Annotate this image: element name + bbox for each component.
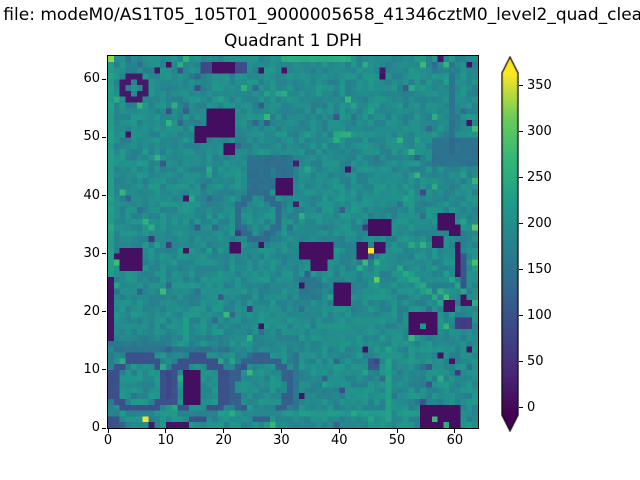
y-axis-tick-label: 10 [83,361,100,377]
x-axis-tick-mark [338,429,340,433]
colorbar-tick-mark [519,407,523,409]
colorbar-tick-label: 50 [527,353,544,369]
y-axis-tick-mark [102,253,106,255]
x-axis-tick-mark [396,429,398,433]
y-axis-tick-mark [102,311,106,313]
figure-suptitle: n file: modeM0/AS1T05_105T01_9000005658_… [0,5,640,25]
y-axis-tick-mark [102,369,106,371]
x-axis-tick-mark [165,429,167,433]
y-axis-tick-label: 50 [83,129,100,145]
y-axis-tick-label: 0 [91,420,100,435]
colorbar-tick-label: 150 [527,261,552,277]
axes-border [107,55,479,429]
colorbar-tick-label: 350 [527,77,552,93]
colorbar-tick-mark [519,315,523,317]
colorbar-tick-mark [519,361,523,363]
y-axis-tick-mark [102,136,106,138]
colorbar-tick-label: 200 [527,215,552,231]
colorbar-tick-label: 100 [527,307,552,323]
colorbar-tick-label: 250 [527,169,552,185]
y-axis-tick-mark [102,427,106,429]
colorbar-tick-label: 0 [527,399,536,415]
x-axis-tick-label: 0 [103,433,113,448]
y-axis-tick-label: 60 [83,71,100,87]
x-axis-tick-label: 40 [330,433,348,448]
colorbar-tick-mark [519,223,523,225]
y-axis-tick-label: 40 [83,187,100,203]
plot-title: Quadrant 1 DPH [224,31,362,51]
y-axis-tick-mark [102,78,106,80]
x-axis-tick-mark [107,429,109,433]
y-axis-tick-mark [102,195,106,196]
x-axis-tick-label: 50 [388,433,406,448]
colorbar-tick-mark [519,131,523,133]
x-axis-tick-label: 60 [446,433,464,448]
x-axis-tick-label: 30 [273,433,290,448]
x-axis-tick-mark [280,429,282,433]
x-axis-tick-mark [223,429,225,433]
x-axis-tick-label: 10 [157,433,175,448]
y-axis-tick-label: 20 [83,303,100,319]
x-axis-tick-label: 20 [215,433,232,448]
x-axis-tick-mark [454,429,456,433]
colorbar-tick-mark [519,177,523,179]
y-axis-tick-label: 30 [83,245,100,261]
colorbar [501,56,519,432]
colorbar-tick-mark [519,269,523,271]
colorbar-tick-mark [519,85,523,87]
heatmap-image [108,56,478,428]
colorbar-tick-label: 300 [527,123,552,139]
